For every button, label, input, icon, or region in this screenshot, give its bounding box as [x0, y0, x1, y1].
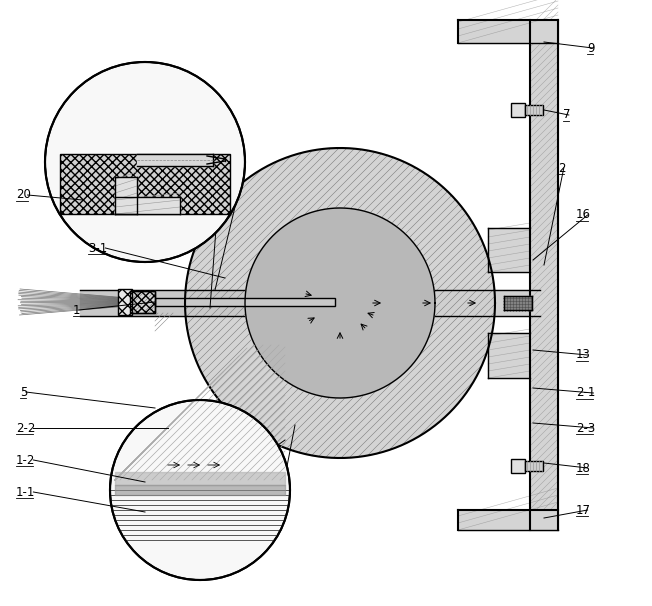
Bar — [155, 298, 335, 306]
Bar — [511, 459, 525, 473]
Text: 1-1: 1-1 — [16, 485, 35, 499]
Text: 18: 18 — [576, 462, 591, 474]
Text: 2-3: 2-3 — [576, 422, 595, 435]
Circle shape — [110, 400, 290, 580]
Text: 20: 20 — [16, 188, 31, 202]
Polygon shape — [185, 148, 495, 458]
Text: 17: 17 — [576, 504, 591, 516]
Bar — [60, 154, 230, 214]
Text: 16: 16 — [576, 208, 591, 222]
Bar — [130, 291, 155, 313]
Text: 2: 2 — [558, 162, 565, 175]
Text: 13: 13 — [576, 348, 591, 362]
Text: 1: 1 — [73, 304, 80, 316]
Bar — [118, 289, 132, 315]
Polygon shape — [245, 208, 435, 398]
Bar — [525, 461, 543, 471]
Bar — [130, 291, 155, 313]
Text: 5: 5 — [20, 385, 27, 399]
Bar — [525, 105, 543, 115]
Text: 2-2: 2-2 — [16, 422, 35, 435]
Text: 3-1: 3-1 — [88, 242, 107, 255]
Text: 1-2: 1-2 — [16, 453, 35, 467]
Text: 2-1: 2-1 — [576, 387, 595, 399]
Circle shape — [45, 62, 245, 262]
Bar — [511, 103, 525, 117]
Text: 9: 9 — [587, 41, 595, 55]
Text: 7: 7 — [563, 108, 570, 121]
